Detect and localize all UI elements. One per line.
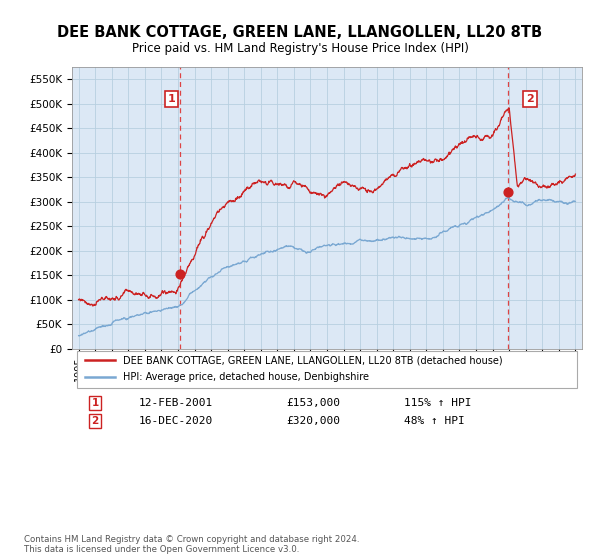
Text: £153,000: £153,000 <box>286 398 340 408</box>
Text: DEE BANK COTTAGE, GREEN LANE, LLANGOLLEN, LL20 8TB (detached house): DEE BANK COTTAGE, GREEN LANE, LLANGOLLEN… <box>123 355 503 365</box>
Text: 115% ↑ HPI: 115% ↑ HPI <box>404 398 471 408</box>
Text: 12-FEB-2001: 12-FEB-2001 <box>139 398 212 408</box>
Text: 2: 2 <box>91 416 98 426</box>
Text: 1: 1 <box>168 94 176 104</box>
Text: 48% ↑ HPI: 48% ↑ HPI <box>404 416 464 426</box>
Text: DEE BANK COTTAGE, GREEN LANE, LLANGOLLEN, LL20 8TB: DEE BANK COTTAGE, GREEN LANE, LLANGOLLEN… <box>58 25 542 40</box>
Point <box>175 269 185 278</box>
Text: 1: 1 <box>91 398 98 408</box>
Text: £320,000: £320,000 <box>286 416 340 426</box>
Text: 2: 2 <box>526 94 534 104</box>
Text: Price paid vs. HM Land Registry's House Price Index (HPI): Price paid vs. HM Land Registry's House … <box>131 42 469 55</box>
Text: Contains HM Land Registry data © Crown copyright and database right 2024.
This d: Contains HM Land Registry data © Crown c… <box>24 535 359 554</box>
FancyBboxPatch shape <box>77 352 577 389</box>
Text: HPI: Average price, detached house, Denbighshire: HPI: Average price, detached house, Denb… <box>123 372 369 382</box>
Text: 16-DEC-2020: 16-DEC-2020 <box>139 416 212 426</box>
Point <box>503 188 513 197</box>
